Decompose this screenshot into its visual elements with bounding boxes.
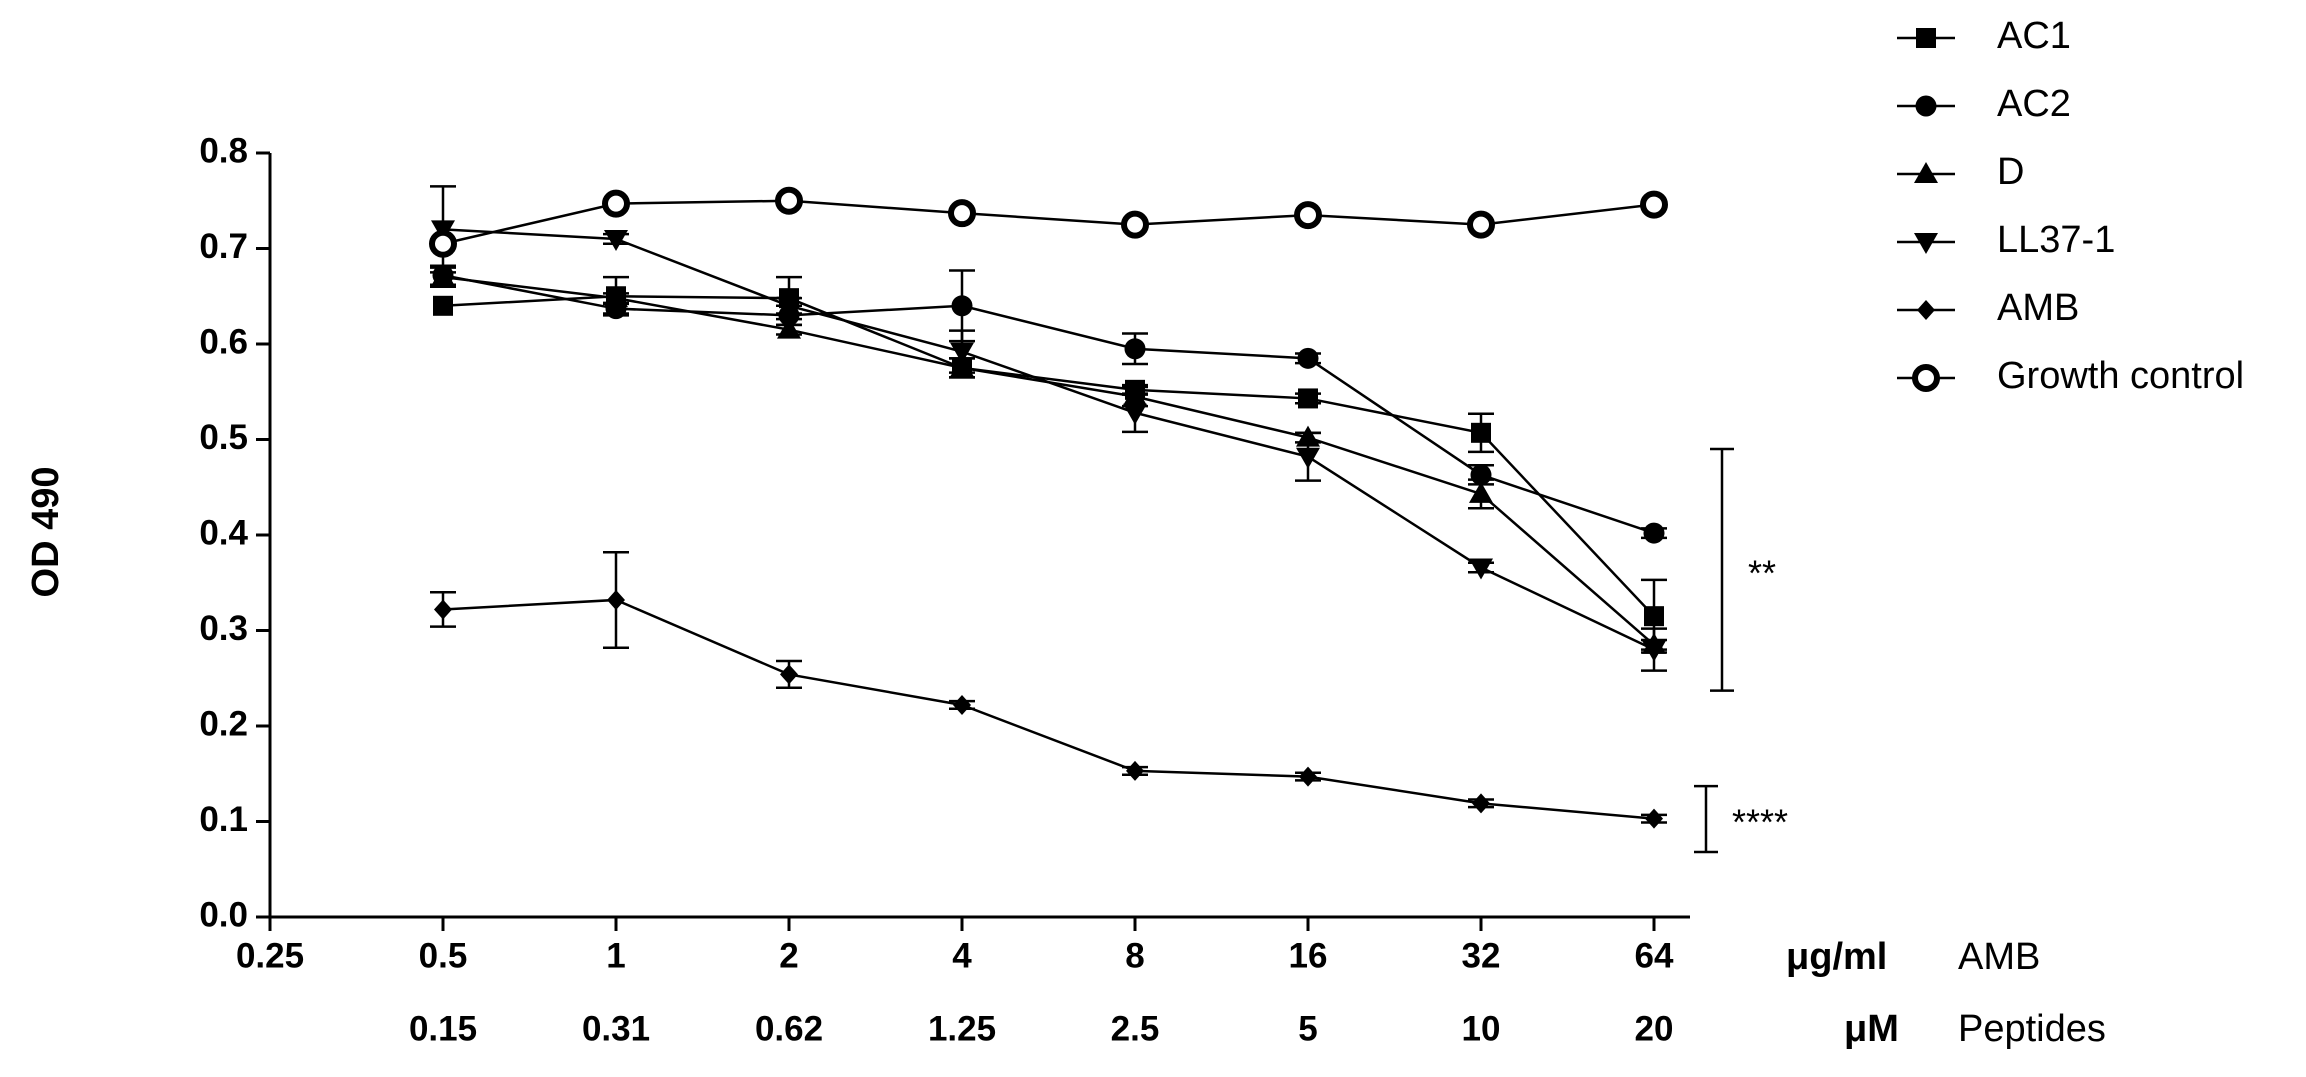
x-tick-label-bottom: 0.31 xyxy=(582,1009,650,1048)
data-point-d xyxy=(604,286,628,308)
y-tick-label: 0.3 xyxy=(199,609,248,648)
data-point-amb xyxy=(607,589,625,610)
data-point-growth-control xyxy=(1640,190,1668,219)
x-bottom-label: Peptides xyxy=(1958,1008,2106,1050)
data-point-amb xyxy=(1472,793,1490,814)
legend-marker-growth-control xyxy=(1912,364,1940,392)
x-tick-label-bottom: 0.15 xyxy=(409,1009,477,1048)
x-tick-label-bottom: 2.5 xyxy=(1111,1009,1160,1048)
x-tick-label-top: 4 xyxy=(952,936,972,975)
data-point-ll37-1 xyxy=(604,229,628,251)
data-point-ac2 xyxy=(951,295,973,317)
data-point-amb xyxy=(953,694,971,715)
data-point-ll37-1 xyxy=(950,342,974,364)
x-tick-label-top: 8 xyxy=(1125,936,1144,975)
legend-marker-ll37-1 xyxy=(1914,233,1938,254)
series-line-ll37-1 xyxy=(442,228,1655,651)
data-point-growth-control xyxy=(429,229,457,258)
data-point-ac2 xyxy=(1470,464,1492,486)
significance-label: ** xyxy=(1748,552,1776,593)
data-point-ac2 xyxy=(1643,522,1665,544)
x-tick-label-top: 0.5 xyxy=(419,936,468,975)
data-point-ll37-1 xyxy=(1469,558,1493,580)
data-point-growth-control xyxy=(775,186,803,215)
series-line-ac1 xyxy=(442,294,1655,618)
legend-label-ll37-1: LL37-1 xyxy=(1997,219,2115,261)
x-top-unit: μg/ml xyxy=(1786,936,1887,978)
legend-marker-amb xyxy=(1917,300,1935,320)
y-tick-label: 0.8 xyxy=(199,131,248,170)
data-point-d xyxy=(950,355,974,377)
significance-brackets: ****** xyxy=(1694,447,1788,854)
data-point-ac1 xyxy=(1298,388,1318,409)
series-line-amb xyxy=(442,598,1655,820)
data-point-ll37-1 xyxy=(777,296,801,318)
data-point-d xyxy=(777,317,801,339)
x-tick-label-bottom: 5 xyxy=(1298,1009,1317,1048)
series-markers xyxy=(429,186,1668,829)
data-point-ac2 xyxy=(1124,338,1146,360)
x-tick-label-top: 64 xyxy=(1635,936,1674,975)
series-error-bars xyxy=(430,185,1667,824)
x-bottom-unit: μM xyxy=(1844,1008,1899,1050)
x-tick-label-bottom: 20 xyxy=(1635,1009,1674,1048)
data-point-growth-control xyxy=(602,189,630,218)
legend: AC1 AC2 D LL37-1 AMB Growth control xyxy=(1897,15,2244,397)
data-point-ll37-1 xyxy=(1123,403,1147,425)
data-point-d xyxy=(1469,481,1493,503)
y-tick-label: 0.1 xyxy=(199,800,248,839)
x-axis-ticks: 0.25 0.5 1 2 4 8 16 32 64 0.15 0.31 0.62 1.25 2.5 5 10 2… xyxy=(236,917,1674,1048)
data-point-d xyxy=(1296,425,1320,447)
data-point-ll37-1 xyxy=(1642,640,1666,662)
data-point-amb xyxy=(434,599,452,620)
data-point-growth-control xyxy=(948,199,976,228)
legend-label-amb: AMB xyxy=(1997,287,2079,329)
data-point-ac1 xyxy=(1471,422,1491,443)
x-tick-label-top: 16 xyxy=(1289,936,1328,975)
data-point-d xyxy=(1123,384,1147,406)
x-tick-label-top: 32 xyxy=(1462,936,1501,975)
legend-marker-d xyxy=(1914,162,1938,183)
y-tick-label: 0.5 xyxy=(199,418,248,457)
series-line-growth-control xyxy=(442,199,1655,245)
legend-label-ac1: AC1 xyxy=(1997,15,2071,57)
data-point-growth-control xyxy=(1121,210,1149,239)
x-tick-label-top: 2 xyxy=(779,936,798,975)
y-tick-label: 0.6 xyxy=(199,322,248,361)
data-point-growth-control xyxy=(1467,210,1495,239)
y-axis-ticks: 0.0 0.1 0.2 0.3 0.4 0.5 0.6 0.7 0.8 xyxy=(199,131,270,934)
x-tick-label-bottom: 0.62 xyxy=(755,1009,823,1048)
x-top-label: AMB xyxy=(1958,936,2040,978)
y-tick-label: 0.4 xyxy=(199,513,248,552)
data-point-d xyxy=(431,265,455,287)
series-lines xyxy=(442,199,1655,820)
data-point-ll37-1 xyxy=(1296,447,1320,469)
x-tick-label-top: 0.25 xyxy=(236,936,304,975)
legend-label-d: D xyxy=(1997,151,2024,193)
x-tick-label-bottom: 1.25 xyxy=(928,1009,996,1048)
significance-label: **** xyxy=(1732,802,1788,843)
data-point-amb xyxy=(1299,766,1317,787)
data-point-amb xyxy=(780,664,798,685)
legend-marker-ac2 xyxy=(1915,95,1937,117)
y-tick-label: 0.2 xyxy=(199,704,248,743)
legend-label-growth-control: Growth control xyxy=(1997,355,2244,397)
data-point-ac2 xyxy=(1297,347,1319,369)
data-point-amb xyxy=(1126,760,1144,781)
series-line-ac2 xyxy=(442,274,1655,535)
series-line-d xyxy=(442,275,1655,646)
x-tick-label-bottom: 10 xyxy=(1462,1009,1501,1048)
y-axis-label: OD 490 xyxy=(25,467,67,598)
data-point-ac1 xyxy=(1644,606,1664,627)
legend-marker-ac1 xyxy=(1916,28,1936,48)
legend-label-ac2: AC2 xyxy=(1997,83,2071,125)
data-point-growth-control xyxy=(1294,201,1322,230)
data-point-amb xyxy=(1645,808,1663,829)
data-point-ac1 xyxy=(433,295,453,316)
x-tick-label-top: 1 xyxy=(606,936,625,975)
y-tick-label: 0.0 xyxy=(199,895,248,934)
y-tick-label: 0.7 xyxy=(199,227,248,266)
